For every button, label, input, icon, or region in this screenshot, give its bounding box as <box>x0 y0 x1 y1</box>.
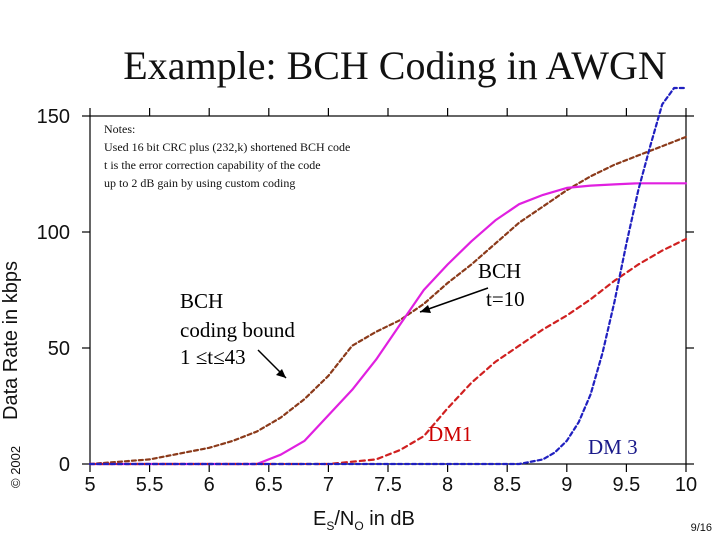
annotation-bch-bound: BCH coding bound 1 ≤t≤43 <box>180 289 295 379</box>
series-line-3 <box>88 237 688 466</box>
x-tick-label: 8.5 <box>493 474 521 496</box>
annotation-text: coding bound <box>180 318 295 342</box>
series-line-4 <box>88 86 688 466</box>
slide-title: Example: BCH Coding in AWGN <box>123 43 667 88</box>
page-number: 9/16 <box>690 522 712 534</box>
x-tick-label: 7.5 <box>374 474 402 496</box>
arrowhead <box>420 305 431 313</box>
x-tick-label: 10 <box>675 474 697 496</box>
note-line: up to 2 dB gain by using custom coding <box>104 176 295 190</box>
x-axis-label: ES/NO in dB <box>313 508 415 533</box>
series-line-2 <box>88 182 688 466</box>
x-tick-label: 9.5 <box>612 474 640 496</box>
series-layer <box>88 86 688 466</box>
annotation-text: BCH <box>478 259 521 283</box>
x-tick-label: 6.5 <box>255 474 283 496</box>
note-line: Used 16 bit CRC plus (232,k) shortened B… <box>104 140 350 154</box>
annotation-text: t=10 <box>486 287 525 311</box>
x-tick-label: 7 <box>323 474 334 496</box>
annotation-text: 1 ≤t≤43 <box>180 345 246 369</box>
x-tick-label: 9 <box>561 474 572 496</box>
y-tick-label: 100 <box>37 222 70 244</box>
annotation-bch-t10: BCH t=10 <box>419 259 525 313</box>
note-line: Notes: <box>104 122 135 136</box>
arrowhead <box>276 369 286 378</box>
x-tick-label: 6 <box>204 474 215 496</box>
x-tick-label: 8 <box>442 474 453 496</box>
y-tick-label: 50 <box>48 338 70 360</box>
annotation-text: BCH <box>180 289 223 313</box>
note-line: t is the error correction capability of … <box>104 158 321 172</box>
notes-block: Notes: Used 16 bit CRC plus (232,k) shor… <box>104 122 350 190</box>
annotation-dm1: DM1 <box>428 422 472 446</box>
ticks <box>82 108 694 472</box>
annotation-dm3: DM 3 <box>588 435 638 459</box>
y-tick-label: 150 <box>37 106 70 128</box>
series-line-1 <box>88 135 688 466</box>
x-tick-label: 5.5 <box>136 474 164 496</box>
x-tick-label: 5 <box>84 474 95 496</box>
annotation-arrow <box>419 287 489 313</box>
y-tick-label: 0 <box>59 454 70 476</box>
